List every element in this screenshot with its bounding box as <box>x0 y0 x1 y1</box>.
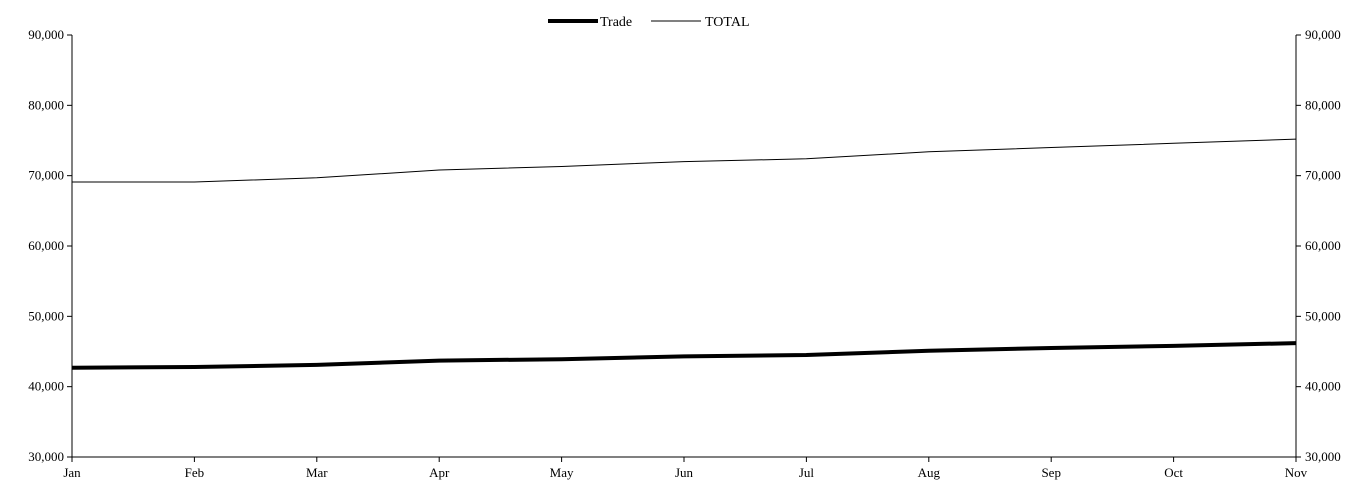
series-line-trade <box>71 341 1297 370</box>
x-tick-label: Jun <box>675 465 694 480</box>
y-tick-label-right: 50,000 <box>1305 308 1341 323</box>
legend: Trade TOTAL <box>548 15 750 30</box>
y-tick-label-right: 90,000 <box>1305 27 1341 42</box>
x-tick-label: Nov <box>1285 465 1308 480</box>
x-tick-label: Sep <box>1041 465 1061 480</box>
x-tick-label: Jan <box>63 465 81 480</box>
x-tick-label: Feb <box>185 465 205 480</box>
series-line-total <box>72 138 1297 183</box>
y-tick-label-left: 80,000 <box>28 97 64 112</box>
right-y-ticks: 90,000 80,000 70,000 60,000 50,000 40,000 30,0… <box>1296 27 1341 464</box>
y-tick-label-left: 70,000 <box>28 168 64 183</box>
x-tick-label: Apr <box>429 465 450 480</box>
y-tick-label-right: 30,000 <box>1305 449 1341 464</box>
y-tick-label-left: 30,000 <box>28 449 64 464</box>
x-tick-label: Jul <box>799 465 815 480</box>
y-tick-label-left: 40,000 <box>28 379 64 394</box>
y-tick-label-left: 50,000 <box>28 308 64 323</box>
y-tick-label-right: 60,000 <box>1305 238 1341 253</box>
legend-label-total: TOTAL <box>705 15 750 30</box>
y-tick-label-left: 60,000 <box>28 238 64 253</box>
y-tick-label-right: 40,000 <box>1305 379 1341 394</box>
x-tick-label: Aug <box>918 465 941 480</box>
left-y-ticks: 90,000 80,000 70,000 60,000 50,000 40,000 30,0… <box>28 27 72 464</box>
y-tick-label-right: 70,000 <box>1305 168 1341 183</box>
y-tick-label-left: 90,000 <box>28 27 64 42</box>
series-layer <box>71 138 1297 370</box>
legend-label-trade: Trade <box>600 15 632 30</box>
x-tick-label: Mar <box>306 465 328 480</box>
x-tick-label: Oct <box>1164 465 1183 480</box>
y-tick-label-right: 80,000 <box>1305 97 1341 112</box>
x-ticks: Jan Feb Mar Apr May Jun Jul Aug Sep Oct Nov <box>63 457 1308 480</box>
x-tick-label: May <box>550 465 574 480</box>
